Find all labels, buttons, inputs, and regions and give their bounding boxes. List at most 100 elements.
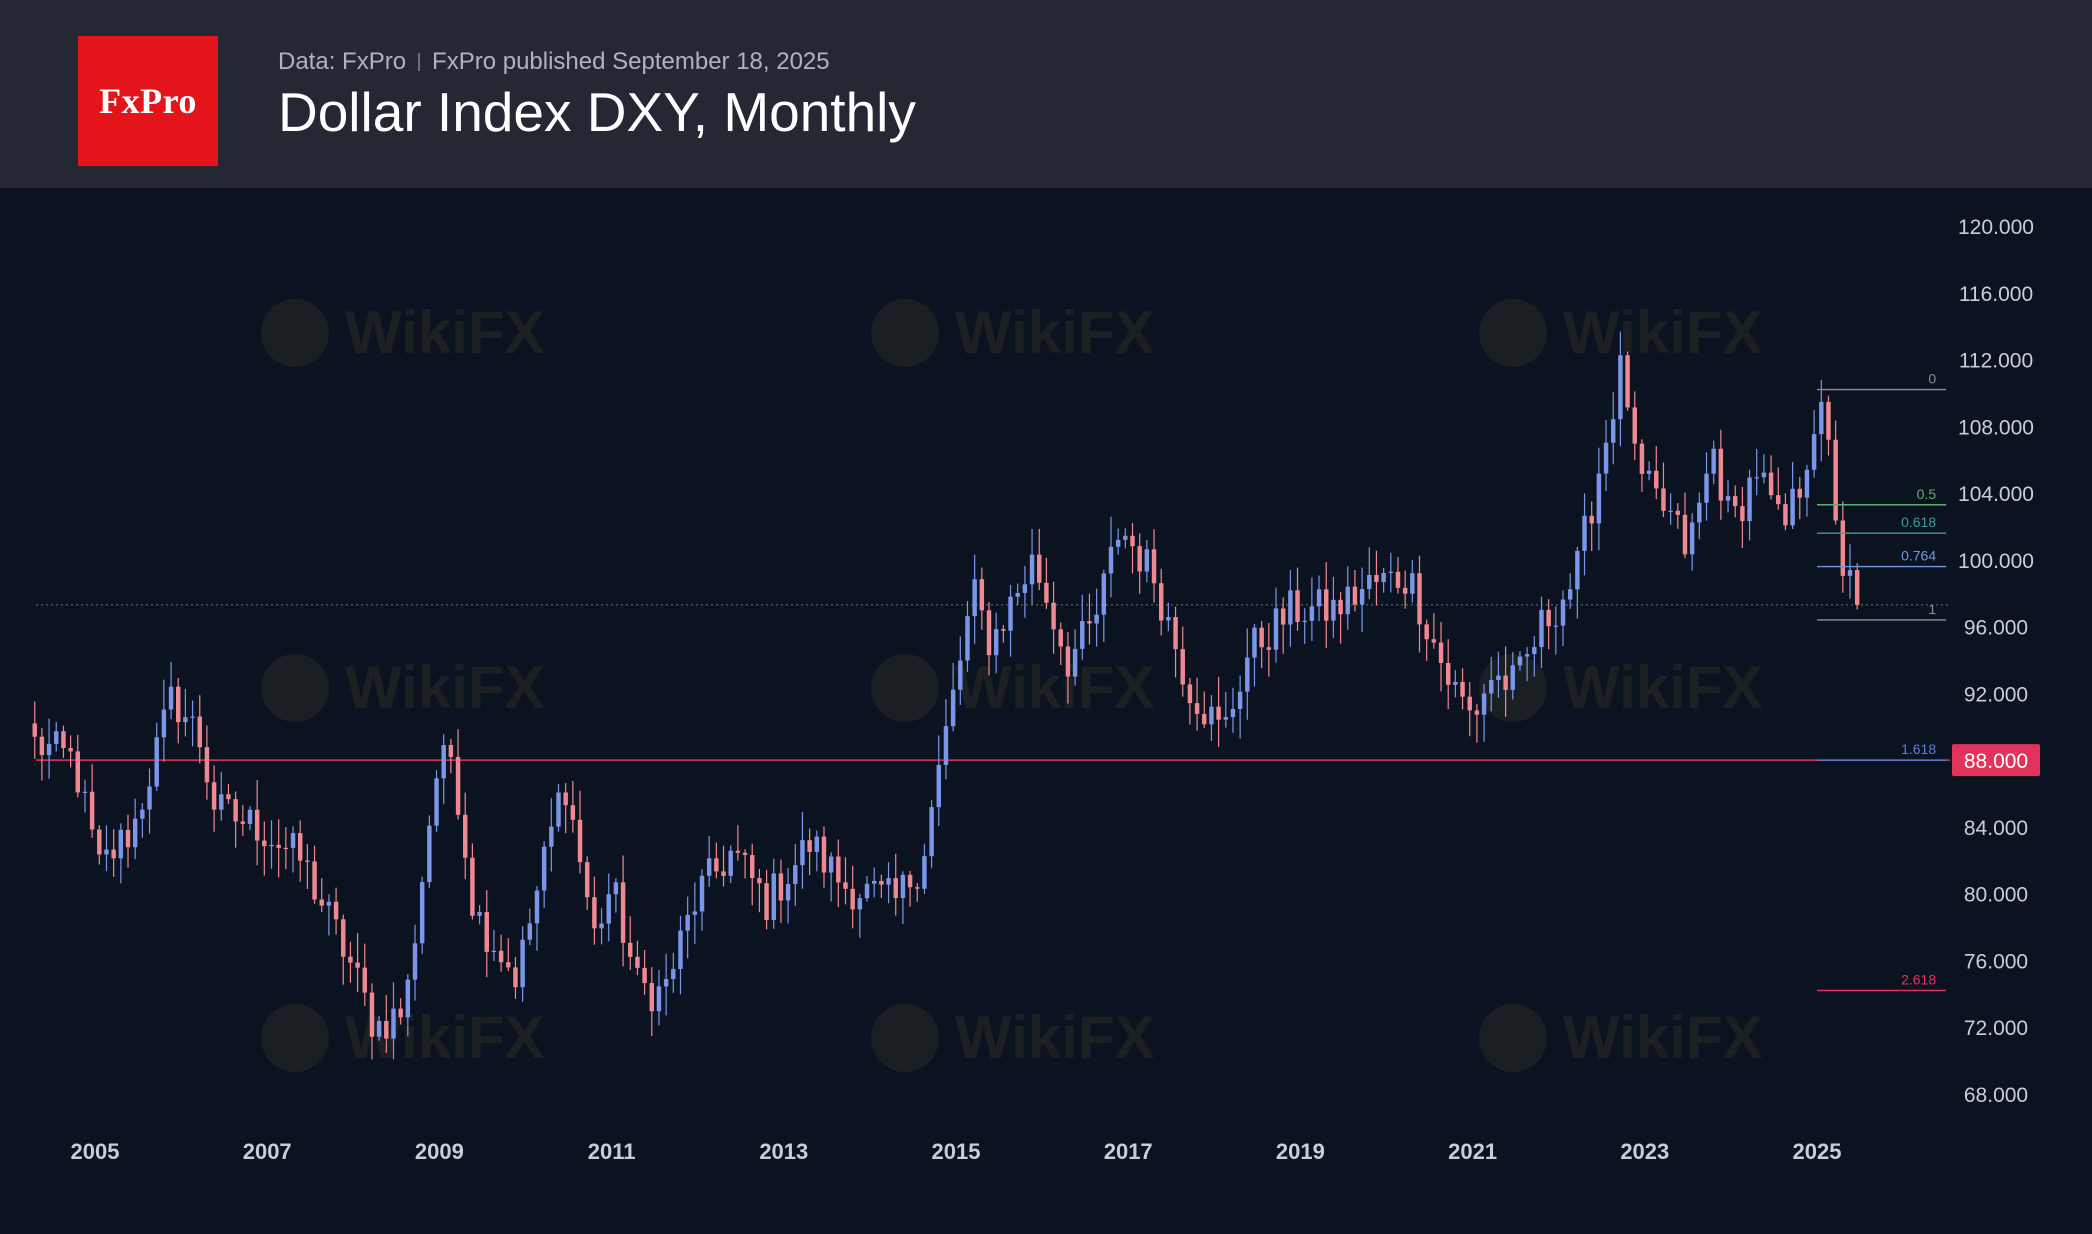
fib-level-label: 0.618 <box>1901 514 1936 530</box>
candle <box>1654 446 1659 500</box>
candlestick-chart: WikiFX WikiFX WikiFX WikiFX WikiFX WikiFX Wiki… <box>32 216 2040 1164</box>
candle-body <box>678 930 683 970</box>
candle-body <box>1840 520 1846 576</box>
candle-body <box>1467 696 1472 711</box>
watermark-text: WikiFX <box>345 1004 544 1071</box>
candle <box>1675 503 1681 529</box>
chart-title: Dollar Index DXY, Monthly <box>278 81 916 143</box>
candle-body <box>1854 570 1860 605</box>
candle <box>1776 467 1781 510</box>
candle-body <box>1553 625 1559 627</box>
watermark-logo-icon <box>1479 1004 1547 1072</box>
candle-body <box>1072 648 1078 677</box>
candle-body <box>1151 549 1157 584</box>
y-tick-label: 72.000 <box>1964 1017 2028 1040</box>
candle-body <box>1130 535 1135 547</box>
candle-body <box>1546 609 1551 627</box>
y-axis: 120.000 116.000 112.000 108.000 104.000 100.0… <box>1952 216 2040 1107</box>
candle-body <box>491 950 497 953</box>
candle-body <box>1424 624 1429 640</box>
y-tick-label: 76.000 <box>1964 950 2028 973</box>
candle-body <box>1395 571 1401 588</box>
candle-body <box>1338 599 1343 615</box>
candle-body <box>1654 470 1659 489</box>
candle <box>32 701 37 759</box>
candle-body <box>1374 575 1379 583</box>
candle-body <box>728 850 733 876</box>
candle <box>1524 647 1530 682</box>
candle-body <box>907 874 913 888</box>
watermark: WikiFX <box>1479 299 1762 367</box>
candle-body <box>140 809 145 819</box>
candle <box>1575 546 1580 619</box>
candle-body <box>1718 448 1724 501</box>
fib-level-label: 0 <box>1928 371 1936 387</box>
candle-body <box>1747 477 1752 522</box>
candle-body <box>742 852 748 856</box>
x-tick-label: 2005 <box>71 1139 120 1164</box>
candle <box>1854 563 1860 610</box>
candle <box>1180 626 1185 697</box>
candle-body <box>455 756 461 815</box>
x-tick-label: 2017 <box>1104 1139 1153 1164</box>
candle-body <box>104 849 109 855</box>
candle <box>1144 539 1150 583</box>
x-tick-label: 2025 <box>1793 1139 1842 1164</box>
candle-body <box>706 858 712 876</box>
candle-body <box>1359 589 1365 605</box>
candle <box>1324 562 1329 648</box>
candle <box>190 700 195 747</box>
fib-level-label: 0.764 <box>1901 548 1936 564</box>
candle-body <box>1524 654 1530 657</box>
candle-body <box>599 923 604 929</box>
candle <box>398 998 403 1025</box>
candle-body <box>297 833 303 861</box>
candle <box>1847 544 1853 599</box>
candle <box>1481 683 1487 742</box>
candle-body <box>1632 407 1637 444</box>
candle <box>965 601 970 673</box>
candle-body <box>1438 642 1444 663</box>
candle <box>326 894 332 936</box>
candle-body <box>326 901 332 906</box>
candle <box>1704 452 1709 521</box>
candle-body <box>305 860 310 862</box>
candle-body <box>1094 614 1099 624</box>
candle-body <box>778 873 784 901</box>
candle-body <box>750 855 755 879</box>
candle <box>1381 567 1386 593</box>
candle-body <box>1761 472 1767 478</box>
watermark: WikiFX <box>871 1004 1154 1072</box>
candle-body <box>1180 649 1185 685</box>
candle <box>1187 677 1193 725</box>
candle <box>1130 523 1135 574</box>
candle <box>986 602 992 676</box>
candle <box>1603 419 1609 491</box>
candle <box>419 876 425 955</box>
candle-body <box>1661 488 1666 511</box>
candle-body <box>1259 627 1264 648</box>
candle <box>649 967 655 1037</box>
candle <box>262 821 267 876</box>
candle <box>1431 613 1437 649</box>
candle-body <box>1625 355 1630 408</box>
candle <box>800 812 805 889</box>
candle <box>1395 557 1401 594</box>
candle-body <box>1675 510 1681 515</box>
candle <box>305 844 310 889</box>
candle-body <box>1044 582 1049 603</box>
candle-body <box>1080 621 1085 649</box>
candle-body <box>1173 617 1178 650</box>
candle-body <box>649 983 655 1012</box>
watermark-text: WikiFX <box>1563 654 1762 721</box>
candle <box>513 956 518 999</box>
candle <box>1051 581 1056 654</box>
candle <box>1101 569 1107 642</box>
candle-body <box>46 743 52 756</box>
candle <box>183 689 188 737</box>
candle-body <box>843 882 848 889</box>
candle-body <box>1697 502 1702 523</box>
candle <box>857 893 863 938</box>
candle-body <box>922 856 927 889</box>
candle <box>1065 632 1071 704</box>
